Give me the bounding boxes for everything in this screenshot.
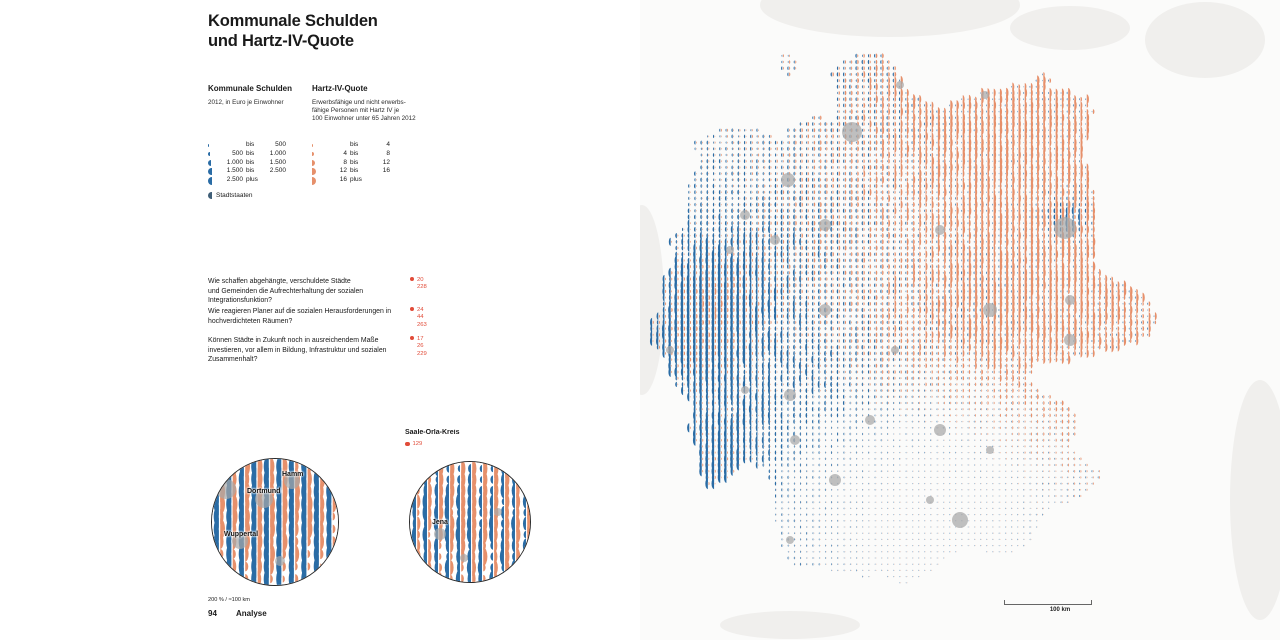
map-page	[640, 0, 1280, 640]
question-text-1: Wie schaffen abgehängte, verschuldete St…	[208, 278, 364, 305]
question-page-refs-1: 20 228	[410, 277, 427, 292]
red-dot-icon	[405, 441, 410, 447]
legend-debt-title: Kommunale Schulden	[208, 84, 293, 93]
question-page-refs-2: 24 44 263	[410, 307, 427, 329]
legend-scale-cell	[312, 152, 325, 157]
page-title: Kommunale Schulden und Hartz-IV-Quote	[208, 12, 378, 50]
red-dot-icon	[410, 307, 414, 312]
legend-scale-cell	[312, 160, 325, 166]
page-ref-numbers: 17 26 229	[417, 336, 427, 357]
inset-saale-title: Saale-Orla-Kreis	[405, 429, 460, 436]
inset-scale-note: 200 % / ≈100 km	[208, 597, 250, 603]
legend-scale-cell: 1.000	[226, 158, 243, 166]
legend-scale-cell: bis	[246, 167, 255, 175]
inset-saale-ref-number: 129	[412, 441, 423, 447]
stadtstaat-symbol	[208, 192, 212, 199]
question-page-refs-3: 17 26 229	[410, 336, 427, 358]
legend-scale-cell: 16	[382, 167, 390, 175]
legend-hartz-subtitle: Erwerbsfähige und nicht erwerbs- fähige …	[312, 99, 416, 122]
legend-scale-cell: 1.500	[269, 158, 286, 166]
legend-scale-cell: bis	[350, 167, 359, 175]
legend-symbol	[312, 168, 316, 176]
legend-scale-cell: bis	[246, 158, 255, 166]
legend-scale-cell: 12	[382, 158, 390, 166]
legend-scale-cell	[208, 160, 221, 166]
legend-scale-cell: 1.000	[269, 149, 286, 157]
city-label-dortmund: Dortmund	[247, 488, 281, 495]
legend-scale-cell	[312, 144, 325, 147]
legend-scale-cell	[312, 168, 325, 176]
legend-scale-cell: plus	[350, 176, 362, 184]
inset-saale-map	[410, 462, 530, 582]
legend-symbol	[312, 144, 314, 147]
question-text-3: Können Städte in Zukunft noch in ausreic…	[208, 337, 387, 364]
stadtstaaten-label: Stadtstaaten	[216, 192, 253, 199]
city-label-hamm: Hamm	[282, 471, 304, 478]
city-label-jena: Jena	[432, 519, 448, 526]
legend-symbol	[208, 168, 212, 176]
legend-scale-cell: bis	[350, 141, 359, 148]
legend-hartz-scale: bis 4 4 bis 8 8 bis 12 12 bis 16 16 plus	[312, 141, 393, 185]
legend-scale-cell: 8	[343, 158, 347, 166]
legend-scale-cell: 8	[386, 149, 390, 157]
legend-symbol	[312, 152, 315, 157]
page-number: 94	[208, 609, 217, 618]
legend-symbol	[208, 176, 213, 185]
inset-saale-ref: 129	[405, 441, 422, 447]
legend-symbol	[208, 144, 210, 147]
legend-scale-cell: bis	[246, 141, 255, 148]
legend-symbol	[208, 152, 211, 157]
legend-scale-cell: 500	[232, 149, 243, 157]
page-ref-numbers: 24 44 263	[417, 307, 427, 328]
section-label: Analyse	[236, 609, 267, 618]
legend-scale-cell	[208, 176, 221, 185]
legend-scale-cell: 4	[343, 149, 347, 157]
red-dot-icon	[410, 336, 414, 341]
legend-scale-cell: bis	[246, 149, 255, 157]
legend-scale-cell: 16	[339, 176, 347, 184]
legend-stadtstaaten: Stadtstaaten	[208, 192, 253, 199]
germany-dot-map	[640, 0, 1280, 640]
legend-scale-cell	[208, 144, 221, 147]
legend-scale-cell: 500	[275, 141, 286, 148]
legend-scale-cell: bis	[350, 149, 359, 157]
legend-debt-scale: bis 500 500 bis 1.000 1.000 bis 1.500 1.500 bis 2.…	[208, 141, 289, 185]
legend-scale-cell: 2.500	[226, 176, 243, 184]
legend-symbol	[312, 160, 315, 166]
legend-symbol	[312, 176, 317, 185]
inset-ruhr-circle: Hamm Dortmund Wuppertal	[211, 458, 339, 586]
legend-scale-cell: plus	[246, 176, 258, 184]
city-label-wuppertal: Wuppertal	[224, 531, 259, 538]
legend-scale-cell	[208, 168, 221, 176]
inset-saale-circle: Jena	[409, 461, 531, 583]
page-ref-numbers: 20 228	[417, 277, 427, 291]
legend-hartz-title: Hartz-IV-Quote	[312, 84, 368, 93]
legend-scale-cell	[208, 152, 221, 157]
legend-scale-cell: 2.500	[269, 167, 286, 175]
legend-debt-subtitle: 2012, in Euro je Einwohner	[208, 99, 284, 106]
legend-scale-cell	[312, 176, 325, 185]
map-scalebar	[1004, 600, 1092, 605]
legend-scale-cell: 12	[339, 167, 347, 175]
question-text-2: Wie reagieren Planer auf die sozialen He…	[208, 308, 392, 325]
legend-scale-cell: 4	[386, 141, 390, 148]
red-dot-icon	[410, 277, 414, 282]
legend-scale-cell: bis	[350, 158, 359, 166]
legend-scale-cell: 1.500	[226, 167, 243, 175]
legend-symbol	[208, 160, 211, 166]
inset-ruhr-map	[212, 459, 338, 585]
map-scalebar-label: 100 km	[1049, 607, 1071, 613]
